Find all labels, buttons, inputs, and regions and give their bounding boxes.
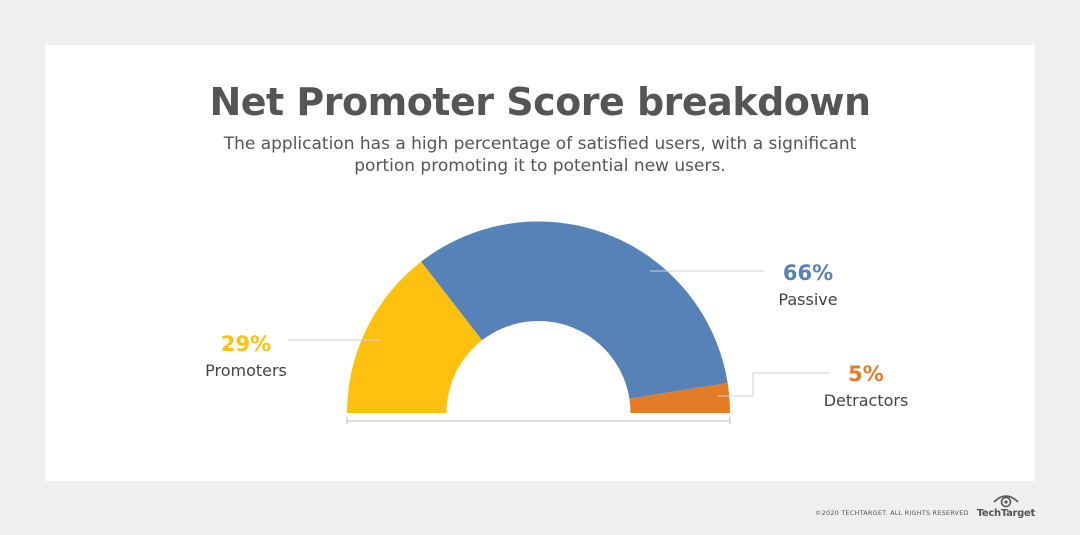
- eye-icon: [993, 495, 1019, 508]
- slice-detractors: [629, 383, 730, 413]
- chart-title: Net Promoter Score breakdown: [209, 80, 871, 124]
- chart-subtitle: The application has a high percentage of…: [223, 134, 857, 176]
- footer: ©2020 TECHTARGET. ALL RIGHTS RESERVED Te…: [815, 494, 1035, 519]
- value-label-detractors: 5%: [848, 362, 884, 386]
- brand-name: TechTarget: [976, 508, 1036, 519]
- leader-line-detractors: [718, 372, 830, 397]
- callouts: 29% Promoters 66% Passive 5% Detractors: [205, 261, 908, 410]
- techtarget-logo: TechTarget: [977, 494, 1035, 519]
- copyright-text: ©2020 TECHTARGET. ALL RIGHTS RESERVED: [814, 509, 969, 517]
- category-label-promoters: Promoters: [205, 361, 287, 380]
- value-label-promoters: 29%: [221, 332, 271, 356]
- value-label-passive: 66%: [783, 261, 833, 285]
- category-label-passive: Passive: [778, 290, 837, 309]
- category-label-detractors: Detractors: [824, 391, 909, 410]
- slice-promoters: [347, 261, 483, 413]
- slice-passive: [421, 221, 728, 399]
- donut-slices: [347, 221, 730, 413]
